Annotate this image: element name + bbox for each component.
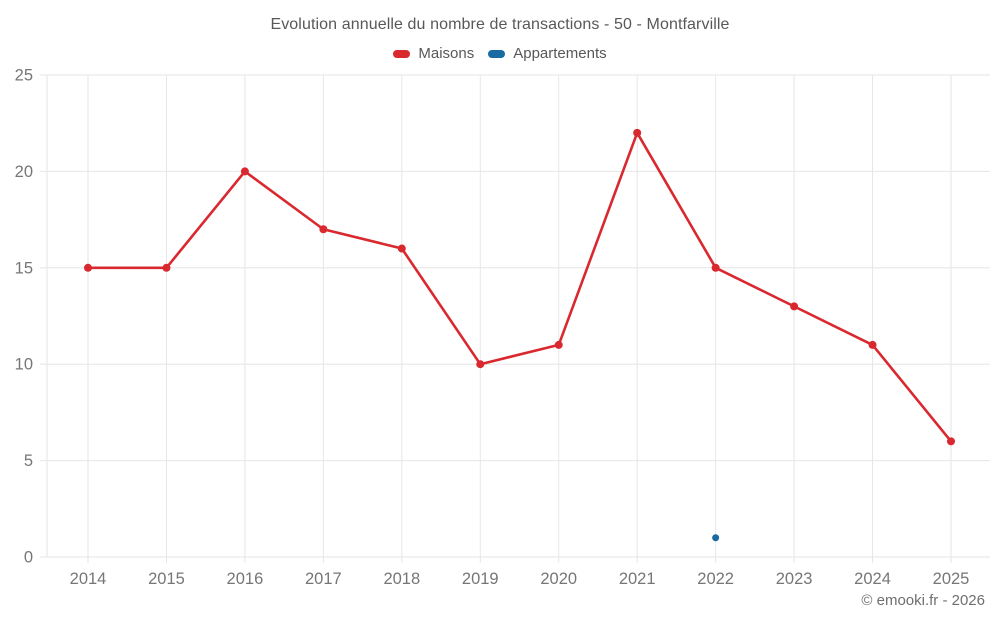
- legend-item-appartements: Appartements: [488, 45, 607, 62]
- x-axis-label: 2023: [776, 570, 813, 588]
- data-point-maisons-2016[interactable]: [240, 167, 249, 176]
- y-axis-label: 25: [15, 67, 33, 85]
- data-point-maisons-2024[interactable]: [868, 340, 877, 349]
- x-axis-label: 2014: [70, 570, 107, 588]
- data-point-maisons-2023[interactable]: [790, 302, 799, 311]
- maisons-series-swatch-icon: [393, 49, 411, 58]
- data-point-appartements-2022[interactable]: [712, 534, 720, 542]
- y-axis-label: 5: [24, 452, 33, 470]
- x-axis-label: 2025: [933, 570, 970, 588]
- appartements-series-swatch-icon: [488, 49, 506, 58]
- data-point-maisons-2014[interactable]: [84, 263, 92, 272]
- data-point-maisons-2025[interactable]: [947, 437, 955, 446]
- data-point-maisons-2020[interactable]: [554, 340, 563, 349]
- x-axis-label: 2017: [305, 570, 342, 588]
- data-point-maisons-2015[interactable]: [162, 263, 171, 272]
- data-point-maisons-2021[interactable]: [633, 128, 642, 137]
- chart-title: Evolution annuelle du nombre de transact…: [270, 16, 730, 33]
- legend-label-maisons: Maisons: [418, 45, 475, 62]
- y-axis-label: 0: [24, 549, 33, 567]
- x-axis-label: 2020: [540, 570, 577, 588]
- data-point-maisons-2018[interactable]: [397, 244, 406, 253]
- series-line-maisons: [86, 131, 953, 443]
- legend: Maisons Appartements: [0, 45, 1000, 62]
- data-point-maisons-2017[interactable]: [319, 225, 328, 234]
- y-axis-label: 15: [15, 259, 33, 277]
- x-axis-label: 2022: [697, 570, 734, 588]
- legend-item-maisons: Maisons: [393, 45, 474, 62]
- data-point-maisons-2022[interactable]: [711, 263, 720, 272]
- x-axis-label: 2018: [383, 570, 420, 588]
- legend-label-appartements: Appartements: [513, 45, 607, 62]
- x-axis-label: 2015: [148, 570, 185, 588]
- data-point-maisons-2019[interactable]: [476, 360, 485, 369]
- y-axis-label: 10: [15, 356, 33, 374]
- x-axis-label: 2016: [227, 570, 264, 588]
- x-axis-label: 2019: [462, 570, 499, 588]
- x-axis-label: 2021: [619, 570, 656, 588]
- copyright-watermark: © emooki.fr - 2026: [861, 592, 985, 609]
- y-axis-label: 20: [15, 163, 33, 181]
- x-axis-label: 2024: [854, 570, 891, 588]
